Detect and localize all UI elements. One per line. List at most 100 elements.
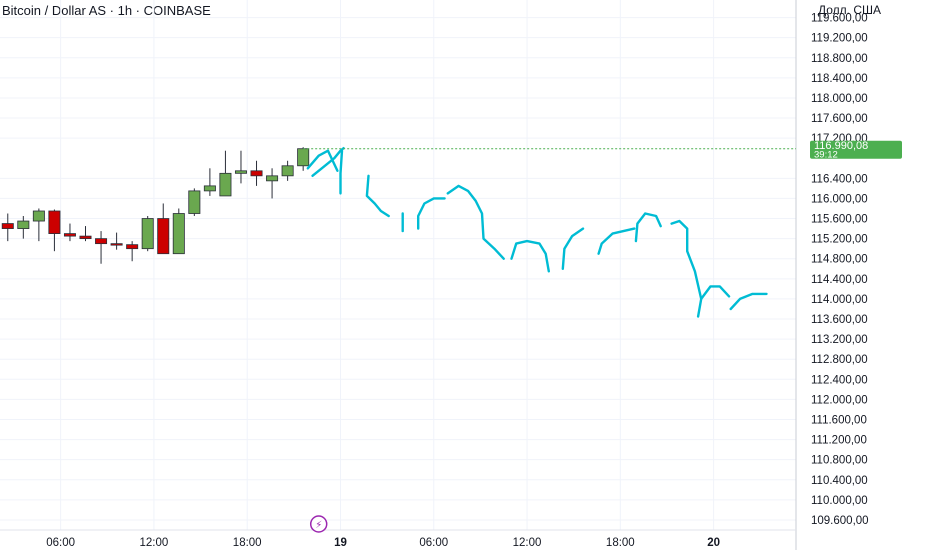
time-tick-label: 18:00 xyxy=(606,537,635,549)
price-tick-label: 114.000,00 xyxy=(811,294,868,306)
price-tick-label: 116.000,00 xyxy=(811,193,868,205)
symbol-title[interactable]: Bitcoin / Dollar AS · 1h · COINBASE xyxy=(2,3,211,18)
price-axis[interactable]: 119.600,00 119.200,00 118.800,00 118.400,00… xyxy=(795,0,869,550)
projection-stroke xyxy=(446,184,505,260)
price-tick-label: 109.600,00 xyxy=(811,515,869,527)
price-badge-countdown: 39:12 xyxy=(814,150,838,161)
candle-body-up xyxy=(219,172,232,197)
candle xyxy=(79,226,92,242)
price-tick-label: 118.000,00 xyxy=(811,93,868,105)
price-tick-label: 119.200,00 xyxy=(811,33,868,45)
price-tick-label: 114.800,00 xyxy=(811,254,868,266)
candle xyxy=(234,150,247,184)
candle xyxy=(157,203,170,255)
projection-stroke xyxy=(417,197,446,230)
price-tick-label: 114.400,00 xyxy=(811,274,868,286)
projection-stroke xyxy=(510,239,550,273)
candle-body-up xyxy=(266,175,279,182)
projection-stroke xyxy=(729,292,768,311)
candle-body-up xyxy=(188,190,201,214)
event-icon-glyph: ⚡ xyxy=(315,520,322,531)
candle-body-up xyxy=(141,218,154,250)
event-markers: ⚡≡ xyxy=(309,515,328,533)
grid xyxy=(0,0,796,530)
candle xyxy=(188,188,201,217)
candle-body-down xyxy=(157,218,170,255)
candle xyxy=(250,160,263,186)
time-tick-label: 12:00 xyxy=(513,537,542,549)
candle xyxy=(17,216,30,239)
candle-body-down xyxy=(95,238,108,245)
time-tick-label: 18:00 xyxy=(233,537,262,549)
projection-stroke xyxy=(597,227,636,255)
candle-body-down xyxy=(63,233,76,237)
price-tick-label: 117.600,00 xyxy=(811,113,868,125)
time-tick-label: 20 xyxy=(707,537,720,549)
price-badge-bg xyxy=(810,140,902,159)
candle-body-up xyxy=(172,213,185,255)
candles xyxy=(1,147,310,264)
projection-stroke xyxy=(700,285,731,301)
candle-body-up xyxy=(297,148,310,167)
price-tick-label: 112.000,00 xyxy=(811,394,868,406)
price-tick-label: 113.200,00 xyxy=(811,334,868,346)
projection-stroke xyxy=(339,149,344,195)
candle-body-up xyxy=(234,170,247,174)
projection-stroke xyxy=(561,227,585,270)
price-tick-label: 118.800,00 xyxy=(811,53,868,65)
candle-body-up xyxy=(32,210,45,222)
price-tick-label: 115.600,00 xyxy=(811,214,868,226)
projection-stroke xyxy=(365,174,390,218)
time-tick-label: 12:00 xyxy=(140,537,169,549)
candle xyxy=(48,209,61,252)
price-tick-label: 111.600,00 xyxy=(811,414,867,426)
time-axis[interactable]: 06:00 12:00 18:00 19 06:00 12:00 18:00 20 xyxy=(0,529,796,549)
candle xyxy=(297,147,310,171)
projection-stroke xyxy=(306,149,339,172)
price-tick-label: 112.800,00 xyxy=(811,354,868,366)
price-tick-label: 118.400,00 xyxy=(811,73,868,85)
projection-stroke xyxy=(634,212,662,243)
projection-drawing xyxy=(306,147,768,318)
candle xyxy=(1,213,14,242)
candle xyxy=(63,223,76,242)
candle-body-down xyxy=(250,170,263,177)
price-tick-label: 111.200,00 xyxy=(811,435,867,447)
price-tick-label: 112.400,00 xyxy=(811,374,868,386)
candle xyxy=(141,216,154,252)
candle-body-down xyxy=(48,210,61,235)
candle xyxy=(32,208,45,242)
candle xyxy=(281,160,294,181)
candle-body-up xyxy=(203,185,216,192)
price-tick-label: 113.600,00 xyxy=(811,314,868,326)
candle xyxy=(266,168,279,199)
time-tick-label: 06:00 xyxy=(419,537,448,549)
time-tick-label: 19 xyxy=(334,537,347,549)
event-icon-ring xyxy=(309,515,328,533)
candle xyxy=(126,241,139,262)
price-tick-label: 119.600,00 xyxy=(811,13,868,25)
candle xyxy=(172,208,185,255)
candle-body-down xyxy=(1,223,14,229)
price-tick-label: 110.400,00 xyxy=(811,475,868,487)
candle-body-up xyxy=(17,220,30,229)
candle-body-down xyxy=(110,243,123,246)
price-tick-label: 110.800,00 xyxy=(811,455,868,467)
price-badge-value: 116.990,08 xyxy=(814,140,868,152)
price-tick-label: 115.200,00 xyxy=(811,234,868,246)
time-tick-label: 06:00 xyxy=(46,537,75,549)
lightning-event-icon[interactable]: ⚡ xyxy=(309,515,328,533)
candle xyxy=(95,231,108,264)
candle-body-up xyxy=(281,165,294,177)
price-tick-label: 110.000,00 xyxy=(811,495,868,507)
candle xyxy=(110,232,123,250)
candle-body-down xyxy=(79,235,92,240)
candle xyxy=(203,168,216,196)
candle xyxy=(219,150,232,197)
projection-stroke xyxy=(670,219,703,318)
price-tick-label: 116.400,00 xyxy=(811,173,868,185)
currency-label[interactable]: Долл. США xyxy=(818,3,882,17)
